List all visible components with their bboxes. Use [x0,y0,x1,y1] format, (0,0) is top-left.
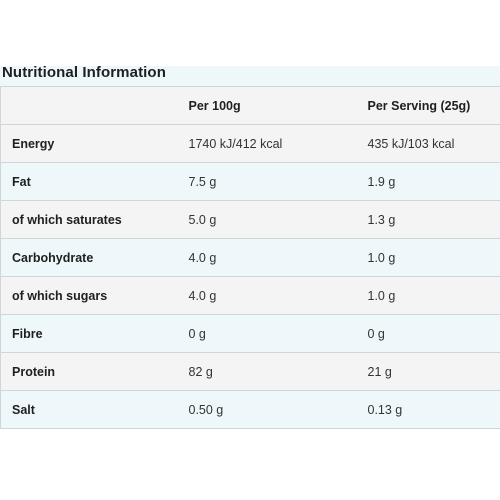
per-100g-value: 82 g [177,352,357,391]
table-row-energy: Energy 1740 kJ/412 kcal 435 kJ/103 kcal [0,124,500,163]
nutrient-label: of which sugars [0,276,178,315]
per-100g-value: 0.50 g [177,390,357,429]
nutrition-table: Per 100g Per Serving (25g) Energy 1740 k… [0,86,500,429]
per-100g-value: 7.5 g [177,162,357,201]
page-title: Nutritional Information [2,64,166,81]
nutrient-label: Fibre [0,314,178,353]
nutrient-label: Carbohydrate [0,238,178,277]
per-serving-value: 1.9 g [356,162,500,201]
per-serving-value: 1.0 g [356,238,500,277]
header-per-serving: Per Serving (25g) [356,86,500,125]
table-row-carbohydrate: Carbohydrate 4.0 g 1.0 g [0,238,500,277]
nutrient-label: Salt [0,390,178,429]
per-100g-value: 4.0 g [177,276,357,315]
header-nutrient [0,86,178,125]
table-header-row: Per 100g Per Serving (25g) [0,86,500,125]
table-row-fat: Fat 7.5 g 1.9 g [0,162,500,201]
per-100g-value: 1740 kJ/412 kcal [177,124,357,163]
per-serving-value: 1.0 g [356,276,500,315]
title-strip [0,66,500,86]
nutrient-label: Fat [0,162,178,201]
nutrient-label: Protein [0,352,178,391]
table-row-saturates: of which saturates 5.0 g 1.3 g [0,200,500,239]
per-100g-value: 5.0 g [177,200,357,239]
per-serving-value: 1.3 g [356,200,500,239]
per-serving-value: 0.13 g [356,390,500,429]
per-serving-value: 21 g [356,352,500,391]
per-100g-value: 0 g [177,314,357,353]
table-row-fibre: Fibre 0 g 0 g [0,314,500,353]
table-row-salt: Salt 0.50 g 0.13 g [0,390,500,429]
header-per-100g: Per 100g [177,86,357,125]
nutrient-label: Energy [0,124,178,163]
nutrient-label: of which saturates [0,200,178,239]
per-serving-value: 0 g [356,314,500,353]
per-100g-value: 4.0 g [177,238,357,277]
table-row-sugars: of which sugars 4.0 g 1.0 g [0,276,500,315]
table-row-protein: Protein 82 g 21 g [0,352,500,391]
per-serving-value: 435 kJ/103 kcal [356,124,500,163]
